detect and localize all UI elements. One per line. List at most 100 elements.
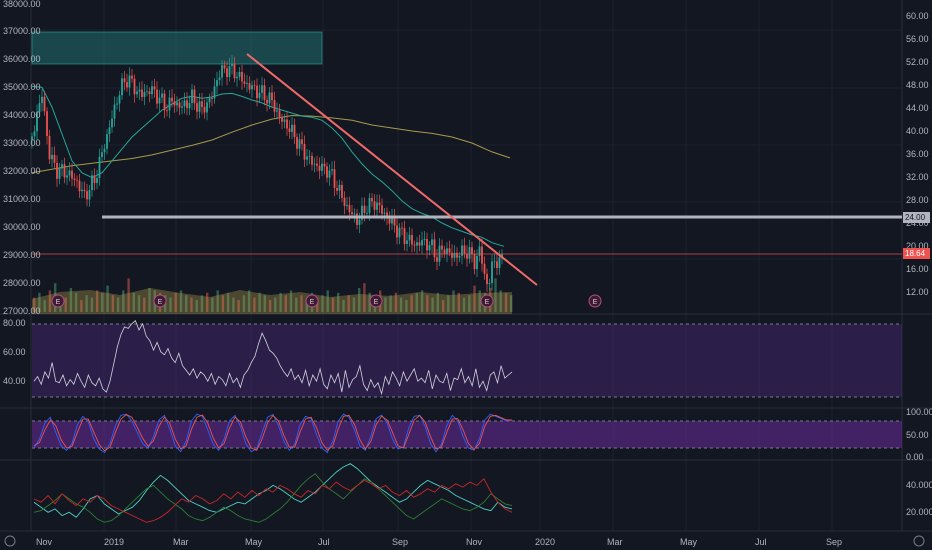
candle — [356, 209, 358, 230]
volume-bar — [363, 283, 366, 312]
volume-bar — [80, 300, 83, 312]
di-plus-line[interactable] — [33, 473, 513, 523]
candle — [206, 97, 208, 121]
svg-text:E: E — [374, 299, 379, 306]
volume-bar — [274, 297, 277, 312]
svg-text:E: E — [158, 299, 163, 306]
volume-bar — [284, 295, 287, 312]
right-axis-tick: 28.00 — [906, 195, 929, 205]
event-markers: E E E E E E — [51, 294, 602, 308]
candle — [481, 238, 483, 272]
candle — [188, 95, 191, 116]
left-axis-tick: 32000.00 — [3, 166, 41, 176]
scale-mode-icon[interactable] — [4, 535, 16, 547]
auto-scale-icon[interactable] — [913, 535, 925, 547]
candle — [373, 194, 376, 218]
candle — [246, 75, 248, 93]
event-marker[interactable]: E — [51, 294, 65, 308]
time-tick: May — [245, 537, 263, 547]
directional-index-axis[interactable]: 40.0000 20.0000 — [906, 480, 932, 517]
candle — [306, 148, 308, 166]
last-value-tag: 18.64 — [903, 248, 930, 259]
event-marker[interactable]: E — [588, 294, 602, 308]
event-marker[interactable]: E — [480, 294, 494, 308]
di-minus-line[interactable] — [33, 478, 513, 523]
volume-bar — [69, 288, 73, 312]
candle — [31, 132, 33, 149]
candle — [408, 226, 411, 247]
right-price-axis[interactable]: 60.00 56.00 52.00 48.00 44.00 40.00 36.0… — [906, 11, 929, 297]
candle — [168, 90, 171, 119]
left-axis-tick: 34000.00 — [3, 110, 41, 120]
event-marker[interactable]: E — [305, 294, 319, 308]
right-axis-tick: 52.00 — [906, 57, 929, 67]
event-marker[interactable]: E — [153, 294, 167, 308]
volume-bar — [447, 295, 450, 312]
oscillator-1-axis[interactable]: 80.00 60.00 40.00 — [3, 318, 26, 386]
candle — [286, 111, 288, 136]
volume-bar — [111, 295, 114, 312]
oscillator-2-axis[interactable]: 100.00 50.00 0.00 — [906, 407, 932, 462]
candle — [396, 218, 398, 245]
candle — [376, 194, 378, 216]
volume-bar — [247, 290, 251, 312]
candle — [428, 241, 431, 256]
right-axis-tick: 12.00 — [906, 287, 929, 297]
candle — [276, 102, 278, 120]
volume-bar — [457, 292, 460, 312]
candle — [193, 85, 196, 110]
candle — [66, 167, 68, 186]
candle — [86, 184, 88, 207]
candle — [231, 55, 233, 75]
oscillator-2-k-line[interactable] — [33, 413, 513, 454]
candle — [258, 84, 261, 103]
volume-bar — [337, 292, 340, 312]
candle — [196, 96, 198, 120]
candle — [251, 80, 253, 98]
candle — [491, 254, 493, 291]
candle — [413, 240, 416, 252]
candle — [68, 162, 71, 182]
candle — [496, 253, 498, 276]
svg-text:E: E — [485, 299, 490, 306]
time-axis[interactable]: Nov 2019 Mar May Jul Sep Nov 2020 Mar Ma… — [36, 537, 842, 547]
candle — [403, 220, 406, 251]
candle — [133, 74, 136, 103]
candle — [71, 163, 73, 187]
left-price-axis[interactable]: 38000.00 37000.00 36000.00 35000.00 3400… — [3, 0, 41, 316]
volume-bar — [305, 300, 308, 312]
candle — [331, 161, 333, 176]
oscillator-2-d-line[interactable] — [33, 413, 512, 452]
time-tick: Sep — [826, 537, 842, 547]
volume-bar — [342, 300, 345, 312]
candle — [281, 113, 283, 130]
candle — [421, 231, 423, 254]
candle — [211, 91, 213, 107]
candle — [288, 120, 291, 139]
candle — [293, 118, 296, 144]
candle — [163, 89, 166, 119]
volume-bar — [206, 292, 209, 312]
candle — [318, 157, 321, 179]
candle — [213, 78, 216, 104]
oscillator-1-line[interactable] — [33, 320, 513, 396]
right-axis-tick: 48.00 — [906, 80, 929, 90]
volume-bar — [462, 297, 466, 312]
directional-index-tick: 20.0000 — [906, 507, 932, 517]
candle — [461, 239, 463, 265]
volume-bar — [127, 278, 130, 312]
candle — [236, 71, 238, 87]
highlight-zone[interactable] — [31, 31, 323, 65]
trend-line[interactable] — [246, 53, 538, 286]
candle — [446, 242, 448, 263]
left-axis-tick: 29000.00 — [3, 250, 41, 260]
candle — [108, 120, 111, 143]
volume-bar — [268, 300, 272, 312]
event-marker[interactable]: E — [369, 294, 383, 308]
price-candles[interactable] — [31, 55, 503, 292]
adx-line[interactable] — [33, 463, 513, 518]
candle — [406, 232, 408, 252]
volume-bar — [211, 297, 214, 312]
